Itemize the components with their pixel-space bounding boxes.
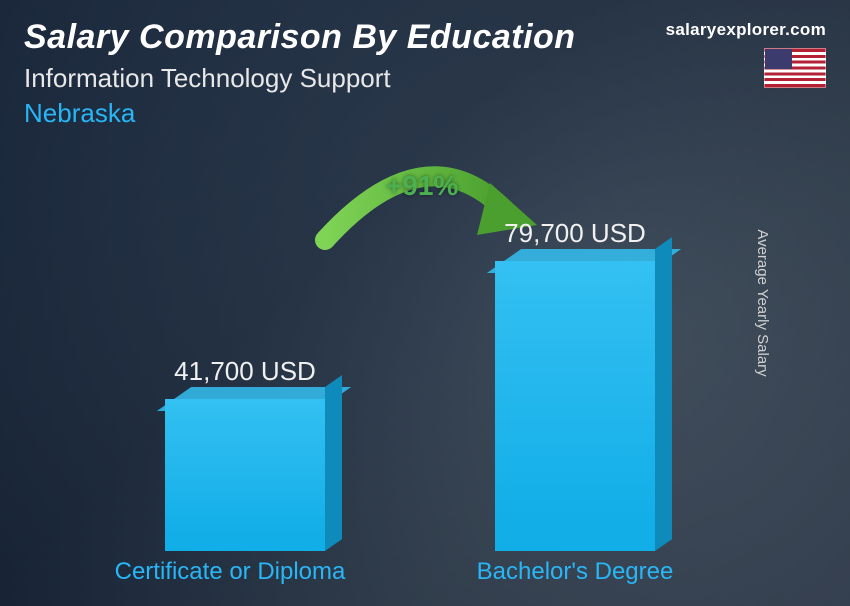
bar-label-0: Certificate or Diploma (80, 558, 380, 586)
bar-3d (165, 399, 325, 551)
bar-chart: 41,700 USD 79,700 USD (80, 171, 740, 551)
bar-side (325, 375, 342, 551)
bar-group-0: 41,700 USD (165, 356, 325, 551)
flag-icon (764, 48, 826, 88)
growth-label: +91% (386, 170, 458, 202)
brand-text: salaryexplorer.com (666, 20, 826, 40)
bar-front (495, 261, 655, 551)
bar-label-1: Bachelor's Degree (425, 558, 725, 586)
y-axis-label: Average Yearly Salary (754, 229, 771, 376)
bar-value: 79,700 USD (504, 218, 646, 249)
page-location: Nebraska (24, 98, 826, 129)
bar-side (655, 237, 672, 551)
bar-value: 41,700 USD (174, 356, 316, 387)
bar-front (165, 399, 325, 551)
bar-group-1: 79,700 USD (495, 218, 655, 551)
bar-3d (495, 261, 655, 551)
brand-block: salaryexplorer.com (666, 20, 826, 88)
